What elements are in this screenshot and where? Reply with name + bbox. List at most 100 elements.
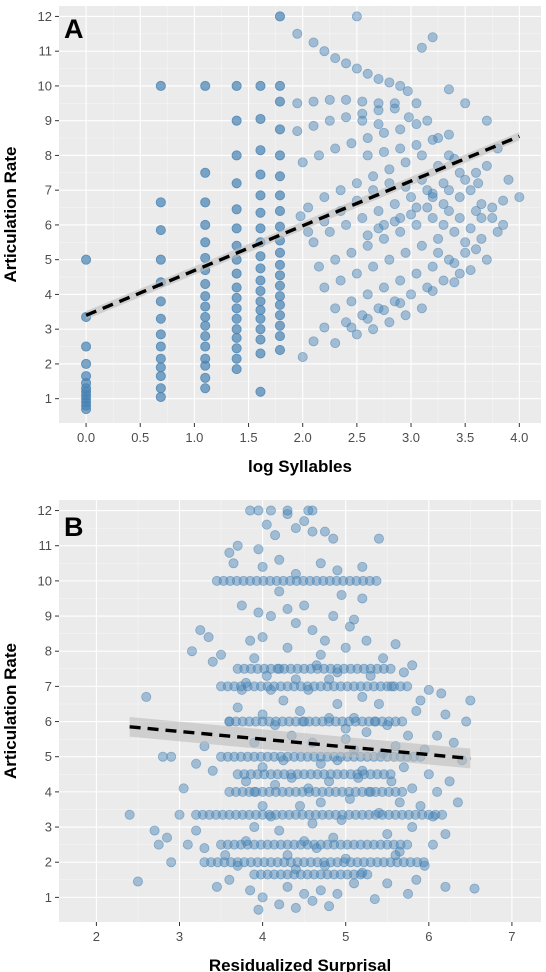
data-point bbox=[454, 268, 465, 279]
data-point bbox=[371, 575, 382, 586]
data-point bbox=[255, 251, 266, 262]
data-point bbox=[384, 254, 395, 265]
data-point bbox=[341, 219, 352, 230]
data-point bbox=[274, 270, 285, 281]
data-point bbox=[307, 505, 318, 516]
data-point bbox=[319, 322, 330, 333]
data-point bbox=[328, 533, 339, 544]
data-point bbox=[397, 716, 408, 727]
data-point bbox=[257, 632, 268, 643]
data-point bbox=[357, 96, 368, 107]
data-point bbox=[330, 338, 341, 349]
data-point bbox=[203, 632, 214, 643]
data-point bbox=[346, 138, 357, 149]
data-point bbox=[397, 786, 408, 797]
data-point bbox=[395, 80, 406, 91]
data-point bbox=[481, 115, 492, 126]
data-point bbox=[255, 313, 266, 324]
data-point bbox=[274, 259, 285, 270]
data-point bbox=[411, 219, 422, 230]
x-tick-label: 4 bbox=[259, 929, 266, 944]
data-point bbox=[81, 400, 92, 411]
data-point bbox=[365, 670, 376, 681]
data-point bbox=[465, 223, 476, 234]
fit-line bbox=[129, 725, 471, 761]
data-point bbox=[395, 143, 406, 154]
data-point bbox=[427, 285, 438, 296]
data-point bbox=[440, 829, 451, 840]
data-point bbox=[228, 558, 239, 569]
data-point bbox=[311, 660, 322, 671]
y-tick-label: 7 bbox=[45, 183, 52, 198]
data-point bbox=[438, 219, 449, 230]
data-point bbox=[332, 755, 343, 766]
data-point bbox=[245, 505, 256, 516]
y-tick-label: 4 bbox=[45, 287, 52, 302]
data-point bbox=[427, 188, 438, 199]
data-point bbox=[398, 667, 409, 678]
data-point bbox=[465, 695, 476, 706]
data-point bbox=[278, 695, 289, 706]
data-point bbox=[382, 878, 393, 889]
data-point bbox=[224, 547, 235, 558]
data-point bbox=[81, 393, 92, 404]
data-point bbox=[231, 150, 242, 161]
data-point bbox=[319, 192, 330, 203]
data-point bbox=[200, 197, 211, 208]
data-point bbox=[336, 589, 347, 600]
data-point bbox=[362, 133, 373, 144]
data-point bbox=[378, 282, 389, 293]
data-point bbox=[224, 716, 235, 727]
data-point bbox=[369, 894, 380, 905]
data-point bbox=[384, 164, 395, 175]
data-point bbox=[400, 310, 411, 321]
data-point bbox=[432, 730, 443, 741]
data-point bbox=[200, 331, 211, 342]
data-point bbox=[471, 206, 482, 217]
data-point bbox=[270, 779, 281, 790]
data-point bbox=[155, 383, 166, 394]
data-point bbox=[361, 635, 372, 646]
data-point bbox=[449, 277, 460, 288]
data-point bbox=[278, 755, 289, 766]
data-point bbox=[290, 902, 301, 913]
data-point bbox=[249, 786, 260, 797]
data-point bbox=[454, 212, 465, 223]
data-point bbox=[427, 839, 438, 850]
data-point bbox=[81, 386, 92, 397]
data-point bbox=[349, 878, 360, 889]
data-point bbox=[492, 226, 503, 237]
data-point bbox=[253, 505, 264, 516]
y-tick-label: 3 bbox=[45, 322, 52, 337]
y-tick-label: 5 bbox=[45, 749, 52, 764]
data-point bbox=[282, 604, 293, 615]
data-point bbox=[346, 247, 357, 258]
panel-a: 0.0 0.5 1.0 1.5 2.0 2.5 3.0 3.5 4.01234567891011… bbox=[1, 6, 541, 476]
data-point bbox=[386, 681, 397, 692]
data-point bbox=[81, 378, 92, 389]
data-point bbox=[394, 797, 405, 808]
data-point bbox=[157, 751, 168, 762]
data-point bbox=[200, 301, 211, 312]
data-point bbox=[330, 303, 341, 314]
data-point bbox=[369, 716, 380, 727]
data-point bbox=[274, 280, 285, 291]
data-point bbox=[200, 372, 211, 383]
x-tick-label: 0.0 bbox=[77, 430, 95, 445]
data-point bbox=[308, 120, 319, 131]
data-point bbox=[319, 46, 330, 57]
data-point bbox=[290, 674, 301, 685]
data-point bbox=[351, 11, 362, 22]
data-point bbox=[332, 667, 343, 678]
data-point bbox=[81, 371, 92, 382]
data-point bbox=[362, 240, 373, 251]
data-point bbox=[437, 809, 448, 820]
data-point bbox=[224, 874, 235, 885]
data-point bbox=[411, 119, 422, 130]
data-point bbox=[257, 892, 268, 903]
data-point bbox=[403, 888, 414, 899]
data-point bbox=[81, 404, 92, 415]
x-tick-label: 2.5 bbox=[348, 430, 366, 445]
data-point bbox=[402, 839, 413, 850]
y-tick-label: 2 bbox=[45, 356, 52, 371]
